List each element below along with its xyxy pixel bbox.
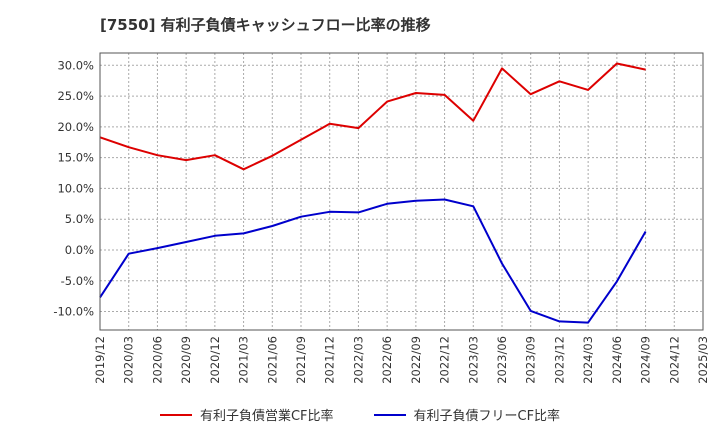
y-tick-label: 5.0%: [65, 212, 94, 226]
x-tick-label: 2021/03: [237, 336, 251, 384]
series-lines: [99, 62, 647, 324]
x-tick-label: 2022/03: [351, 336, 365, 384]
x-tick-label: 2023/12: [552, 336, 566, 384]
x-tick-label: 2024/03: [581, 336, 595, 384]
x-tick-label: 2022/06: [380, 336, 394, 384]
legend-item-1: 有利子負債営業CF比率: [159, 405, 334, 424]
y-axis-ticks: -10.0% -5.0% 0.0% 5.0% 10.0% 15.0% 20.0% 25.0% 3…: [53, 58, 94, 318]
x-tick-label: 2021/06: [265, 336, 279, 384]
legend-swatch: [159, 413, 192, 416]
legend-item-2: 有利子負債フリーCF比率: [373, 405, 561, 424]
x-tick-label: 2020/06: [150, 336, 164, 384]
x-tick-label: 2023/03: [466, 336, 480, 384]
legend-label: 有利子負債営業CF比率: [199, 409, 334, 424]
y-tick-label: 20.0%: [57, 120, 94, 134]
chart-title: [7550] 有利子負債キャッシュフロー比率の推移: [100, 16, 431, 34]
x-tick-label: 2025/03: [696, 336, 710, 384]
x-tick-label: 2020/03: [122, 336, 136, 384]
y-tick-label: 30.0%: [57, 58, 94, 72]
x-tick-label: 2023/06: [495, 336, 509, 384]
y-tick-label: 25.0%: [57, 89, 94, 103]
y-tick-label: -10.0%: [53, 305, 94, 319]
plot-border: [99, 52, 704, 331]
grid: [100, 53, 703, 330]
x-tick-label: 2021/09: [294, 336, 308, 384]
x-tick-label: 2024/09: [639, 336, 653, 384]
series-line-2: [99, 198, 647, 324]
x-tick-label: 2023/09: [524, 336, 538, 384]
legend-label: 有利子負債フリーCF比率: [413, 409, 561, 424]
x-axis-ticks: 2019/12 2020/03 2020/06 2020/09 2020/12 2021/…: [93, 336, 710, 384]
x-tick-label: 2022/09: [409, 336, 423, 384]
y-tick-label: -5.0%: [61, 274, 94, 288]
x-tick-label: 2022/12: [438, 336, 452, 384]
x-tick-label: 2019/12: [93, 336, 107, 384]
y-tick-label: 10.0%: [57, 181, 94, 195]
legend: 有利子負債営業CF比率 有利子負債フリーCF比率: [0, 405, 720, 424]
x-tick-label: 2024/12: [667, 336, 681, 384]
x-tick-label: 2021/12: [323, 336, 337, 384]
x-tick-label: 2020/12: [208, 336, 222, 384]
y-tick-label: 0.0%: [65, 243, 94, 257]
series-line-1: [99, 62, 646, 171]
y-tick-label: 15.0%: [57, 151, 94, 165]
x-tick-label: 2024/06: [610, 336, 624, 384]
plot-area: [100, 53, 703, 330]
legend-swatch: [373, 413, 406, 416]
x-tick-label: 2020/09: [179, 336, 193, 384]
